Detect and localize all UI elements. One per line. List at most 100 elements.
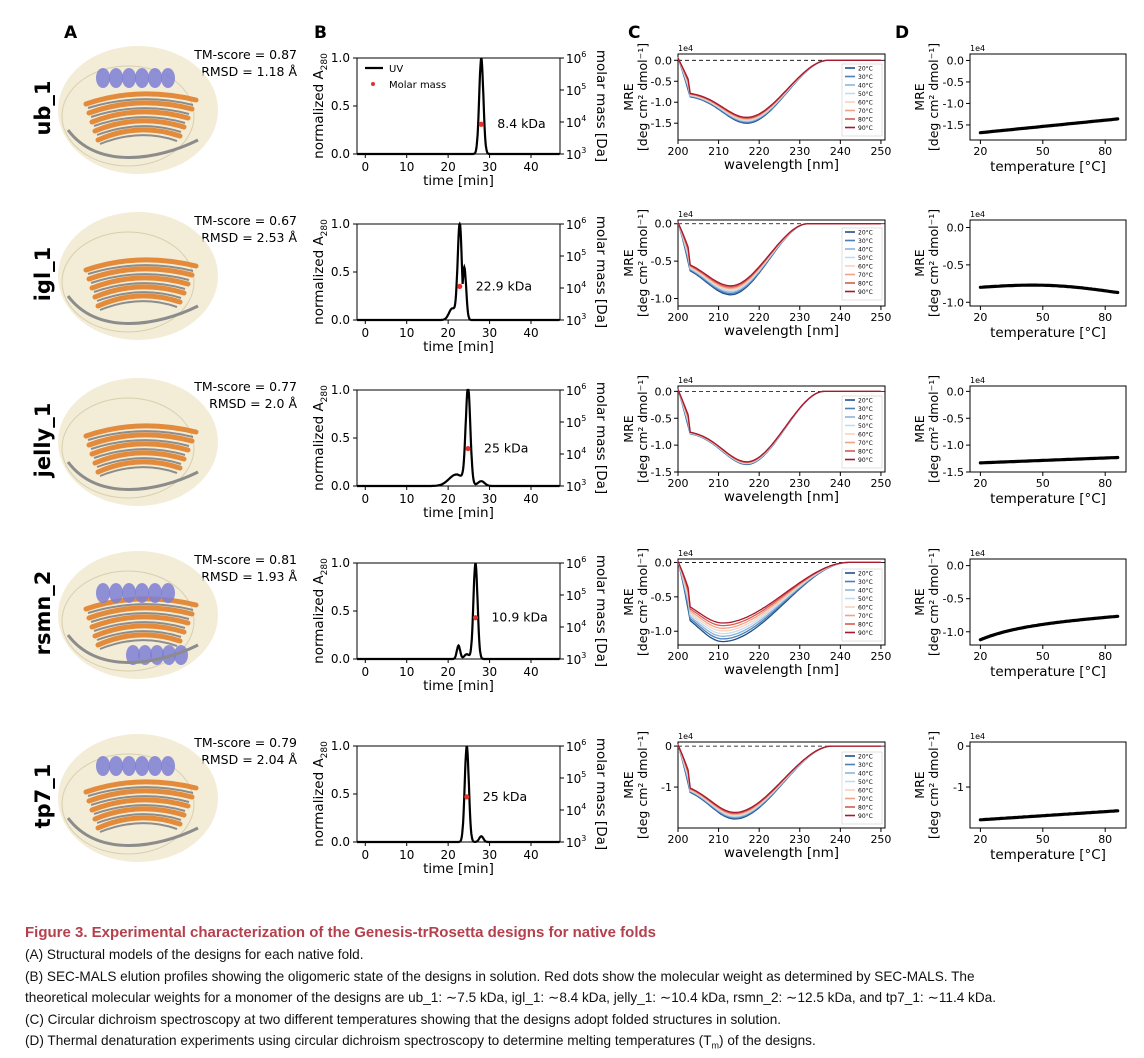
rmsd: RMSD = 1.18 Å: [201, 64, 297, 79]
sec-y2-tick-label: 105: [566, 248, 586, 264]
cd-legend-label: 70°C: [858, 272, 873, 279]
coil: [96, 813, 182, 824]
sec-x-tick-label: 30: [482, 492, 497, 506]
figure-3: A B C D ub_1 TM-score = 0.87 RMSD = 1.18 Å…: [31, 23, 1127, 877]
sec-y-tick-label: 1.0: [331, 217, 350, 231]
cd-x-tick-label: 240: [830, 145, 851, 158]
cd-legend-label: 90°C: [858, 457, 873, 464]
loop: [66, 461, 199, 491]
melt-x-tick-label: 20: [973, 833, 987, 846]
alpha-helix-turn: [148, 756, 162, 776]
sec-chart: 0 10 20 30 40 0.0 0.5 1.0 103 104 105 106 time [min]…: [311, 738, 609, 877]
cd-x-tick-label: 220: [749, 650, 770, 663]
sec-y-label-subscript: 280: [320, 558, 330, 575]
melt-y-label: MRE: [912, 771, 927, 798]
coil: [96, 291, 182, 302]
cd-legend-label: 40°C: [858, 83, 873, 90]
melt-y-label-units: [deg cm² dmol⁻¹]: [926, 209, 941, 317]
sec-y2-label: molar mass [Da]: [593, 555, 609, 667]
beta-strand: [92, 118, 187, 134]
sec-y2-tick-label: 106: [566, 738, 586, 754]
cd-y-tick-label: 0.0: [655, 385, 673, 398]
cd-legend-label: 50°C: [858, 423, 873, 430]
sec-y2-tick-label: 106: [566, 50, 586, 66]
cd-y-tick-label: -1: [661, 781, 672, 794]
row-ub_1: ub_1 TM-score = 0.87 RMSD = 1.18 Å 0 10 20 30 4…: [31, 43, 1127, 189]
sec-y2-exponent: 5: [581, 82, 586, 91]
sec-y2-exponent: 3: [581, 478, 586, 487]
cd-x-tick-label: 200: [668, 833, 689, 846]
sec-legend-mass-dot: [371, 82, 375, 86]
sec-y2-tick-label: 105: [566, 414, 586, 430]
caption-d-pre: (D) Thermal denaturation experiments usi…: [25, 1033, 712, 1049]
sec-x-tick-label: 30: [482, 848, 497, 862]
melt-chart: 20 50 80 0.0 -0.5 -1.0 1e4 temperature [°C] MRE[…: [912, 548, 1127, 680]
sec-y2-tick-label: 104: [566, 446, 586, 462]
beta-strand: [92, 623, 187, 639]
cd-multiplier: 1e4: [678, 732, 693, 741]
melt-x-tick-label: 50: [1036, 833, 1050, 846]
loop: [66, 295, 199, 325]
cd-legend-label: 20°C: [858, 66, 873, 73]
cd-y-label-units: [deg cm² dmol⁻¹]: [635, 548, 650, 656]
row-label: igl_1: [31, 247, 55, 302]
cd-x-label: wavelength [nm]: [724, 157, 839, 173]
cd-legend-label: 30°C: [858, 762, 873, 769]
cd-x-tick-label: 230: [789, 477, 810, 490]
cd-legend-label: 30°C: [858, 579, 873, 586]
rmsd: RMSD = 1.93 Å: [201, 569, 297, 584]
surface-outline: [61, 753, 195, 855]
alpha-helix-turn: [148, 583, 162, 603]
panel-letter-a: A: [64, 23, 78, 43]
beta-strand: [89, 109, 191, 125]
cd-legend-label: 30°C: [858, 74, 873, 81]
sec-y-label: normalized A280: [311, 741, 330, 847]
sec-mass-label: 25 kDa: [483, 789, 527, 804]
cd-legend-label: 70°C: [858, 108, 873, 115]
sec-x-tick-label: 30: [482, 326, 497, 340]
sec-x-tick-label: 10: [399, 492, 414, 506]
sec-axes-frame: [356, 389, 561, 487]
alpha-helix-turn: [109, 756, 123, 776]
sec-y-label-subscript: 280: [320, 385, 330, 402]
cd-multiplier: 1e4: [678, 44, 693, 53]
tm-score: TM-score = 0.67: [193, 213, 297, 228]
sec-y2-tick-label: 103: [566, 146, 586, 162]
melt-chart: 20 50 80 0.0 -0.5 -1.0 -1.5 1e4 temperature [°C]…: [912, 43, 1127, 175]
cd-y-label-units: [deg cm² dmol⁻¹]: [635, 209, 650, 317]
sec-y2-exponent: 6: [581, 738, 586, 747]
alpha-helix-turn: [161, 756, 175, 776]
sec-y2-exponent: 4: [581, 802, 586, 811]
cd-x-tick-label: 220: [749, 477, 770, 490]
cd-x-tick-label: 200: [668, 477, 689, 490]
cd-y-label-units: [deg cm² dmol⁻¹]: [635, 375, 650, 483]
protein-structure: [58, 378, 218, 506]
sec-x-tick-label: 10: [399, 848, 414, 862]
cd-legend-label: 90°C: [858, 813, 873, 820]
protein-structure: [58, 212, 218, 340]
cd-legend-label: 20°C: [858, 398, 873, 405]
sec-molar-mass-dot: [457, 283, 463, 289]
sec-y-tick-label: 0.0: [331, 835, 350, 849]
sec-x-label: time [min]: [423, 339, 494, 355]
sec-x-tick-label: 40: [523, 848, 538, 862]
cd-x-tick-label: 210: [708, 650, 729, 663]
cd-x-label: wavelength [nm]: [724, 845, 839, 861]
cd-x-tick-label: 250: [870, 650, 891, 663]
sec-y-tick-label: 1.0: [331, 739, 350, 753]
melt-y-tick-label: 0.0: [947, 560, 965, 573]
protein-structure: [58, 46, 218, 174]
sec-y2-exponent: 4: [581, 114, 586, 123]
cd-x-tick-label: 200: [668, 650, 689, 663]
cd-legend-label: 40°C: [858, 588, 873, 595]
melt-x-tick-label: 50: [1036, 145, 1050, 158]
cd-legend-label: 50°C: [858, 596, 873, 603]
sec-x-tick-label: 20: [441, 665, 456, 679]
cd-legend-label: 60°C: [858, 788, 873, 795]
beta-strand: [86, 266, 195, 282]
melt-x-tick-label: 50: [1036, 477, 1050, 490]
cd-curve: [677, 57, 881, 118]
cd-x-tick-label: 250: [870, 311, 891, 324]
sec-y2-tick-label: 103: [566, 834, 586, 850]
